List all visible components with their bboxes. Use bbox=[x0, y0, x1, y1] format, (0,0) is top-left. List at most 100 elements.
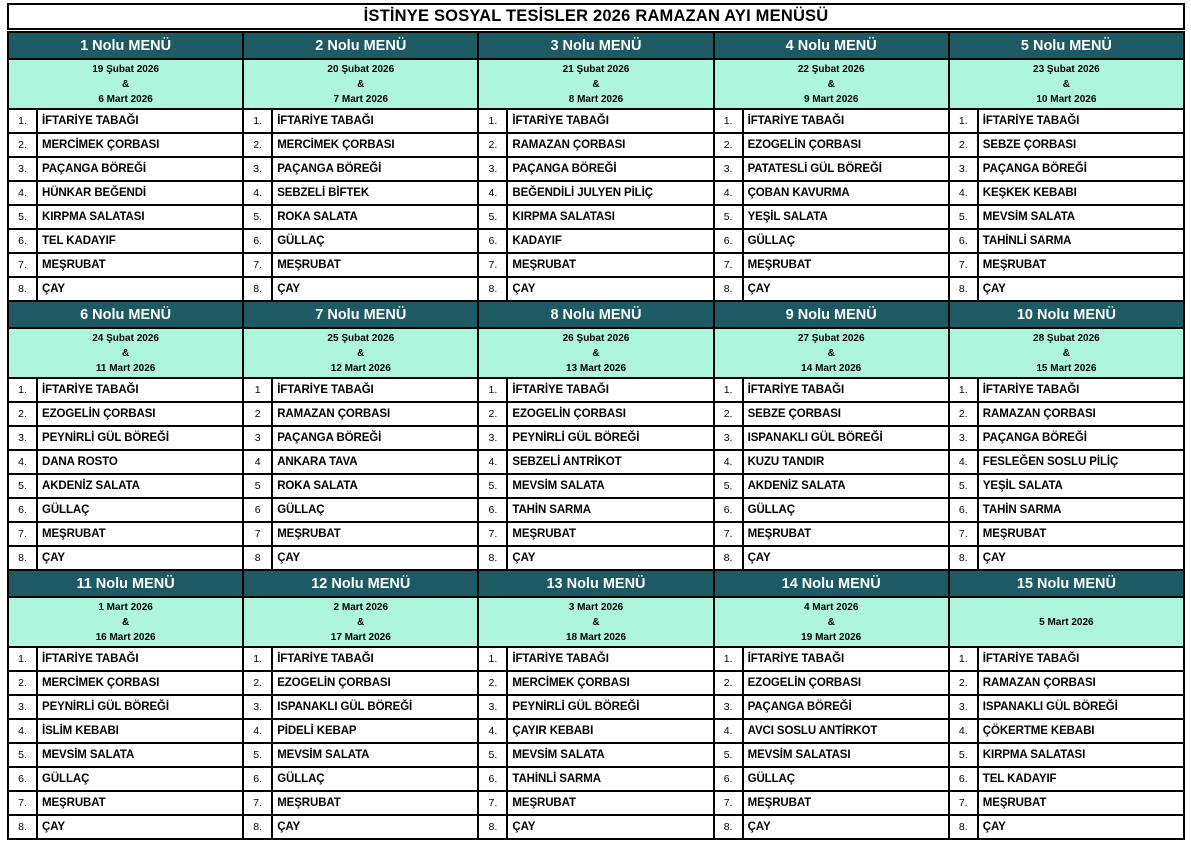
menu-item-row: 5 ROKA SALATA bbox=[244, 475, 478, 499]
item-number: 7. bbox=[715, 792, 744, 814]
menu-item-row: 8. ÇAY bbox=[479, 278, 712, 300]
menu-item-row: 2. EZOGELİN ÇORBASI bbox=[714, 134, 948, 158]
item-label: PAÇANGA BÖREĞİ bbox=[277, 432, 382, 444]
menu-item-row: 2. MERCİMEK ÇORBASI bbox=[9, 134, 243, 158]
date-line: 8 Mart 2026 bbox=[568, 93, 624, 105]
item-label: ISPANAKLI GÜL BÖREĞİ bbox=[277, 701, 413, 713]
date-line: 17 Mart 2026 bbox=[330, 631, 391, 643]
item-number: 4. bbox=[479, 720, 509, 742]
menu-item-row: 6. KADAYIF bbox=[479, 230, 713, 254]
menu-date-range: 4 Mart 2026 & 19 Mart 2026 bbox=[714, 596, 948, 648]
item-label: MEŞRUBAT bbox=[747, 528, 812, 540]
item-label: ROKA SALATA bbox=[277, 211, 358, 223]
menu-block-1: 1 Nolu MENÜ 19 Şubat 2026 & 6 Mart 2026 1. İF… bbox=[9, 33, 243, 300]
menu-block-15: 15 Nolu MENÜ 5 Mart 2026 1. İFTARİYE TABAĞI… bbox=[949, 571, 1183, 838]
menu-item-row: 4. AVCI SOSLU ANTİRKOT bbox=[714, 720, 948, 744]
item-label: KIRPMA SALATASI bbox=[512, 211, 615, 223]
item-label: TAHİNLİ SARMA bbox=[512, 773, 601, 785]
item-label: MEŞRUBAT bbox=[42, 259, 106, 271]
item-number: 1. bbox=[950, 379, 979, 401]
item-label: İFTARİYE TABAĞI bbox=[982, 384, 1080, 396]
date-line: & bbox=[357, 78, 365, 90]
item-label: ÇAY bbox=[512, 821, 536, 833]
menu-item-row: 4. FESLEĞEN SOSLU PİLİÇ bbox=[949, 451, 1183, 475]
item-label: İFTARİYE TABAĞI bbox=[277, 653, 374, 665]
menu-block-13: 13 Nolu MENÜ 3 Mart 2026 & 18 Mart 2026 1. İF… bbox=[479, 571, 713, 838]
menu-item-row: 3. ISPANAKLI GÜL BÖREĞİ bbox=[949, 696, 1183, 720]
item-label: ÇAY bbox=[512, 283, 536, 295]
menu-item-row: 1. İFTARİYE TABAĞI bbox=[479, 379, 713, 403]
menu-item-row: 7 MEŞRUBAT bbox=[244, 523, 478, 547]
menu-date-range: 23 Şubat 2026 & 10 Mart 2026 bbox=[949, 58, 1183, 110]
menu-item-row: 4. BEĞENDİLİ JULYEN PİLİÇ bbox=[479, 182, 713, 206]
menu-date-range: 19 Şubat 2026 & 6 Mart 2026 bbox=[9, 58, 243, 110]
date-line: 5 Mart 2026 bbox=[1039, 616, 1094, 628]
menu-header-label: 1 Nolu MENÜ bbox=[9, 33, 243, 58]
menu-item-row: 7. MEŞRUBAT bbox=[244, 254, 478, 278]
menu-item-row: 8 ÇAY bbox=[244, 547, 477, 569]
menu-date-range: 27 Şubat 2026 & 14 Mart 2026 bbox=[714, 327, 948, 379]
item-label: TAHİN SARMA bbox=[512, 504, 591, 516]
menu-block-7: 7 Nolu MENÜ 25 Şubat 2026 & 12 Mart 2026 1 İF… bbox=[244, 302, 478, 569]
item-label: ÇAY bbox=[42, 821, 65, 833]
item-number: 1. bbox=[950, 648, 979, 670]
item-label: ÇAY bbox=[982, 821, 1006, 833]
item-label: RAMAZAN ÇORBASI bbox=[277, 408, 391, 420]
date-line: & bbox=[592, 78, 600, 90]
menu-item-row: 1. İFTARİYE TABAĞI bbox=[949, 110, 1183, 134]
menu-item-row: 6. GÜLLAÇ bbox=[244, 230, 478, 254]
date-line: 6 Mart 2026 bbox=[98, 93, 153, 105]
item-label: MEVSİM SALATA bbox=[512, 480, 605, 492]
menu-item-row: 4. HÜNKAR BEĞENDİ bbox=[9, 182, 243, 206]
menu-item-row: 1. İFTARİYE TABAĞI bbox=[244, 648, 478, 672]
item-number: 5. bbox=[479, 744, 509, 766]
item-number: 5 bbox=[244, 475, 274, 497]
item-number: 3. bbox=[950, 696, 979, 718]
item-number: 7. bbox=[479, 254, 509, 276]
item-label: MEŞRUBAT bbox=[42, 528, 106, 540]
item-number: 4. bbox=[9, 720, 38, 742]
item-label: ISPANAKLI GÜL BÖREĞİ bbox=[982, 701, 1118, 713]
item-number: 8. bbox=[715, 547, 744, 569]
menu-item-row: 4. SEBZELİ ANTRİKOT bbox=[479, 451, 713, 475]
menu-item-row: 2. EZOGELİN ÇORBASI bbox=[714, 672, 948, 696]
menu-item-row: 7. MEŞRUBAT bbox=[244, 792, 478, 816]
menu-item-row: 5. AKDENİZ SALATA bbox=[714, 475, 948, 499]
item-label: KADAYIF bbox=[512, 235, 562, 247]
item-label: EZOGELİN ÇORBASI bbox=[277, 677, 391, 689]
item-label: AKDENİZ SALATA bbox=[747, 480, 846, 492]
item-number: 4. bbox=[9, 451, 38, 473]
item-label: GÜLLAÇ bbox=[277, 773, 325, 785]
item-number: 8. bbox=[479, 547, 509, 569]
menu-item-row: 7. MEŞRUBAT bbox=[714, 792, 948, 816]
item-label: PAÇANGA BÖREĞİ bbox=[277, 163, 382, 175]
menu-item-row: 4. KEŞKEK KEBABI bbox=[949, 182, 1183, 206]
menu-block-8: 8 Nolu MENÜ 26 Şubat 2026 & 13 Mart 2026 1. İ… bbox=[479, 302, 713, 569]
item-number: 8. bbox=[244, 816, 274, 838]
item-number: 5. bbox=[950, 744, 979, 766]
date-line: 15 Mart 2026 bbox=[1036, 362, 1097, 374]
item-label: MEŞRUBAT bbox=[42, 797, 106, 809]
item-number: 3. bbox=[9, 427, 38, 449]
item-label: PEYNİRLİ GÜL BÖREĞİ bbox=[512, 701, 640, 713]
item-number: 3. bbox=[715, 158, 744, 180]
menu-item-row: 1. İFTARİYE TABAĞI bbox=[9, 110, 243, 134]
item-label: PİDELİ KEBAP bbox=[277, 725, 357, 737]
item-number: 6. bbox=[244, 768, 274, 790]
item-number: 2 bbox=[244, 403, 274, 425]
item-label: EZOGELİN ÇORBASI bbox=[747, 677, 862, 689]
item-number: 1. bbox=[9, 110, 38, 132]
item-label: RAMAZAN ÇORBASI bbox=[982, 677, 1096, 689]
menu-item-row: 1. İFTARİYE TABAĞI bbox=[714, 110, 948, 134]
item-label: SEBZE ÇORBASI bbox=[747, 408, 841, 420]
date-line: 2 Mart 2026 bbox=[333, 601, 389, 613]
item-label: İFTARİYE TABAĞI bbox=[42, 653, 139, 665]
item-number: 5. bbox=[9, 744, 38, 766]
menu-item-row: 1. İFTARİYE TABAĞI bbox=[9, 648, 243, 672]
item-number: 1. bbox=[244, 648, 274, 670]
date-line: & bbox=[1062, 347, 1070, 359]
item-number: 8. bbox=[479, 278, 509, 300]
menu-item-row: 4. ÇAYIR KEBABI bbox=[479, 720, 713, 744]
item-label: PEYNİRLİ GÜL BÖREĞİ bbox=[42, 701, 169, 713]
menu-header-label: 14 Nolu MENÜ bbox=[714, 571, 948, 596]
